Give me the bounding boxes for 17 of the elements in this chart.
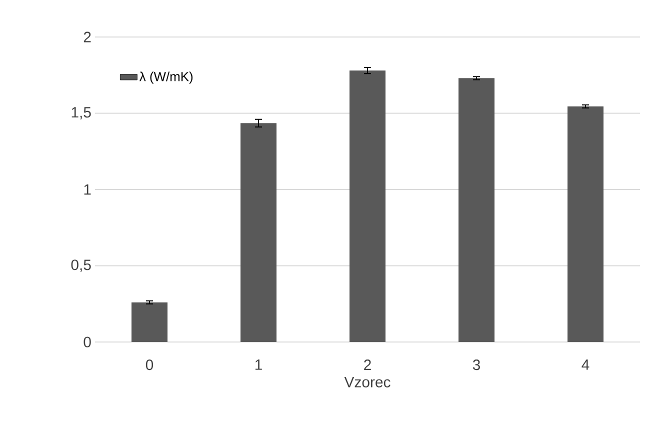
x-tick-label: 4 xyxy=(582,360,590,370)
legend-label: λ (W/mK) xyxy=(139,72,193,84)
x-tick-label: 0 xyxy=(146,360,154,370)
x-axis-title: Vzorec xyxy=(344,376,390,388)
x-tick-label: 3 xyxy=(472,360,480,370)
y-tick-label: 0 xyxy=(84,336,91,348)
bar xyxy=(458,78,495,342)
x-tick-label: 2 xyxy=(364,360,371,370)
bar xyxy=(132,302,168,342)
bar xyxy=(568,106,604,342)
y-tick-label: 1,5 xyxy=(72,107,91,120)
bar xyxy=(240,123,277,342)
x-tick-label: 1 xyxy=(255,360,262,370)
y-tick-label: 0,5 xyxy=(71,260,91,272)
bar xyxy=(350,70,386,342)
y-tick-label: 1 xyxy=(84,184,91,195)
y-tick-label: 2 xyxy=(84,32,91,42)
